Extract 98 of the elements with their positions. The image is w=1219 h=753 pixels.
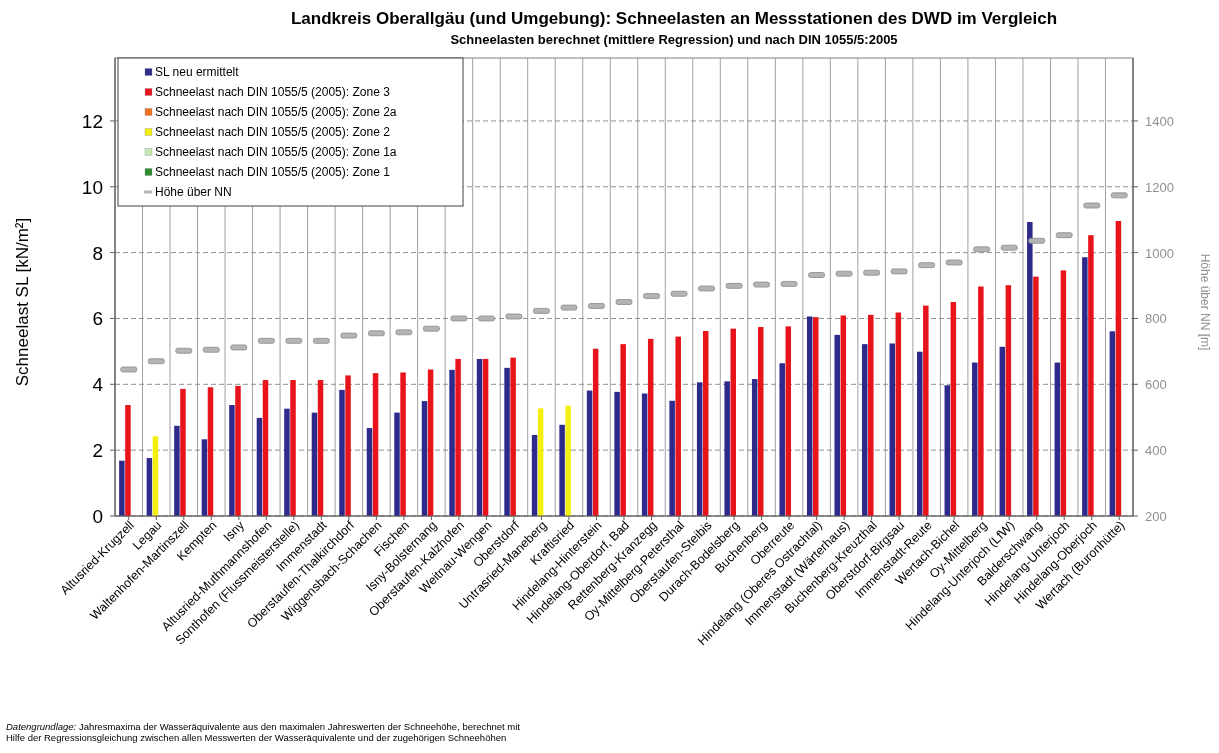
bar <box>944 385 951 516</box>
y2-tick-label: 600 <box>1145 377 1167 393</box>
bar <box>620 344 626 516</box>
bar <box>339 389 345 516</box>
bar <box>284 408 290 516</box>
bar <box>207 387 214 516</box>
legend-label: Schneelast nach DIN 1055/5 (2005): Zone 3 <box>155 85 391 99</box>
bar <box>614 391 620 516</box>
bar <box>592 348 599 516</box>
bar <box>229 405 235 516</box>
y2-tick-label: 1200 <box>1145 179 1174 195</box>
bar <box>1027 222 1033 516</box>
bar <box>669 400 675 516</box>
bar <box>394 412 400 516</box>
bar <box>675 336 681 516</box>
bar <box>559 424 565 516</box>
bar <box>537 408 544 516</box>
chart-title: Landkreis Oberallgäu (und Umgebung): Schneelasten an Messstationen des DWD im Vergleich <box>290 9 1058 28</box>
bar <box>400 372 406 516</box>
legend-label: Schneelast nach DIN 1055/5 (2005): Zone 1 <box>155 165 391 179</box>
y2-tick-label: 1000 <box>1145 245 1174 261</box>
bar <box>647 338 654 516</box>
bar <box>256 417 263 516</box>
bar <box>917 351 923 516</box>
legend-label: Höhe über NN <box>155 185 232 199</box>
bar <box>504 367 510 516</box>
legend-label: SL neu ermittelt <box>155 65 240 79</box>
bar <box>923 305 929 516</box>
bar <box>421 401 428 516</box>
y2-tick-label: 1400 <box>1145 113 1174 129</box>
bar <box>861 344 868 516</box>
bar <box>978 286 984 516</box>
bar <box>779 363 785 516</box>
bar <box>972 362 978 516</box>
y-tick-label: 4 <box>92 374 104 396</box>
bar <box>950 302 957 516</box>
bar <box>1109 331 1116 516</box>
legend-label: Schneelast nach DIN 1055/5 (2005): Zone 2 <box>155 125 391 139</box>
bar <box>235 385 241 516</box>
bar <box>119 460 125 516</box>
bar <box>702 330 709 516</box>
bar <box>180 388 186 516</box>
bar <box>1060 270 1067 516</box>
bar <box>1005 285 1012 516</box>
bar <box>366 428 373 516</box>
bar <box>565 405 571 516</box>
bar <box>1033 276 1039 516</box>
bar <box>1082 257 1088 516</box>
bar <box>510 357 516 516</box>
bar <box>751 379 758 516</box>
bar <box>696 382 703 516</box>
bar <box>1088 235 1094 516</box>
chart-subtitle: Schneelasten berechnet (mittlere Regression) und nach DIN 1055/5:2005 <box>450 32 898 47</box>
y-tick-label: 2 <box>92 440 103 462</box>
bar <box>427 369 434 516</box>
bar <box>999 346 1006 516</box>
y-axis-title: Schneelast SL [kN/m²] <box>13 217 32 387</box>
bar <box>813 317 819 516</box>
bar <box>785 326 792 516</box>
bar <box>806 316 813 516</box>
bar <box>317 380 324 516</box>
bar <box>730 328 736 516</box>
bar <box>641 393 648 516</box>
y-tick-label: 6 <box>92 308 103 330</box>
bar <box>531 435 538 516</box>
bar <box>290 380 296 516</box>
y2-tick-label: 800 <box>1145 311 1167 327</box>
bar <box>840 315 847 516</box>
bar <box>449 369 455 516</box>
legend-label: Schneelast nach DIN 1055/5 (2005): Zone 2a <box>155 105 397 119</box>
text: Datengrundlage: Jahresmaxima der Wasseräquivalente aus den maximalen Jahreswerten der Schneehöhe, berechnet mit Hilfe der Regressionsgleichung zwischen allen Messwerten der Wasseräquivalente und der zugehörigen Schneehöhen <box>6 721 521 743</box>
y-tick-label: 10 <box>81 176 103 198</box>
bar <box>152 436 159 516</box>
bar <box>1115 221 1122 516</box>
y2-tick-label: 200 <box>1145 509 1167 524</box>
y2-tick-label: 400 <box>1145 443 1167 459</box>
bar <box>482 358 489 516</box>
bar <box>372 373 379 516</box>
legend-label: Schneelast nach DIN 1055/5 (2005): Zone 1a <box>155 145 397 159</box>
bar <box>724 381 730 516</box>
bar <box>757 327 764 516</box>
bar <box>889 343 896 516</box>
bar <box>311 412 318 516</box>
bar <box>868 314 874 516</box>
bar <box>1054 362 1061 516</box>
y-tick-label: 12 <box>81 110 103 132</box>
bar <box>895 312 902 516</box>
bar <box>345 375 351 516</box>
y-tick-label: 8 <box>92 242 103 264</box>
y2-axis-title: Höhe über NN [m] <box>1198 253 1212 351</box>
bar <box>455 358 461 516</box>
bar <box>125 405 131 516</box>
bar <box>834 334 840 516</box>
bar <box>262 380 269 516</box>
bar <box>476 358 483 516</box>
bar <box>586 390 593 516</box>
bar <box>201 439 208 516</box>
bar <box>174 425 180 516</box>
